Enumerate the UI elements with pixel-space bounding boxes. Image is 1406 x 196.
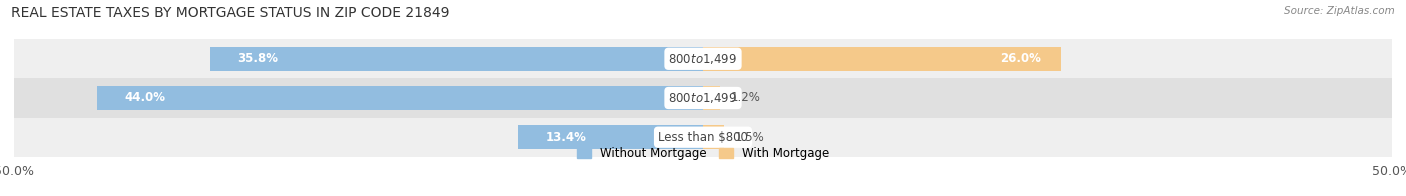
Text: 26.0%: 26.0% <box>1000 52 1040 65</box>
Bar <box>97 86 703 110</box>
Bar <box>703 125 724 149</box>
Bar <box>703 86 720 110</box>
Text: 13.4%: 13.4% <box>546 131 586 144</box>
Text: 44.0%: 44.0% <box>124 92 166 104</box>
Bar <box>519 125 703 149</box>
Bar <box>14 39 1392 78</box>
Bar <box>14 118 1392 157</box>
Bar <box>703 47 1062 71</box>
Text: Source: ZipAtlas.com: Source: ZipAtlas.com <box>1284 6 1395 16</box>
Text: $800 to $1,499: $800 to $1,499 <box>668 91 738 105</box>
Text: 1.5%: 1.5% <box>735 131 765 144</box>
Text: 1.2%: 1.2% <box>731 92 761 104</box>
Legend: Without Mortgage, With Mortgage: Without Mortgage, With Mortgage <box>572 142 834 165</box>
Bar <box>14 78 1392 118</box>
Text: Less than $800: Less than $800 <box>658 131 748 144</box>
Text: REAL ESTATE TAXES BY MORTGAGE STATUS IN ZIP CODE 21849: REAL ESTATE TAXES BY MORTGAGE STATUS IN … <box>11 6 450 20</box>
Text: $800 to $1,499: $800 to $1,499 <box>668 52 738 66</box>
Bar <box>209 47 703 71</box>
Text: 35.8%: 35.8% <box>238 52 278 65</box>
